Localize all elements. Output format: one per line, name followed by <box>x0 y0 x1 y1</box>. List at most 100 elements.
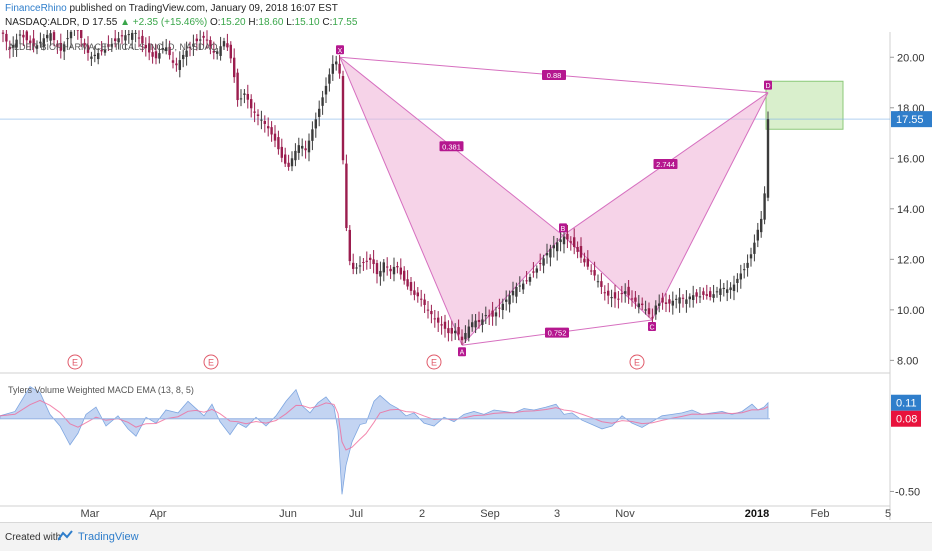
candle-body <box>338 63 341 74</box>
candle-body <box>702 291 705 295</box>
candle-body <box>171 60 175 63</box>
candle-body <box>437 317 440 323</box>
candle-body <box>525 280 528 282</box>
candle-body <box>188 46 192 48</box>
candle-body <box>175 63 178 66</box>
chart-grid <box>0 32 891 520</box>
candle-body <box>83 42 86 46</box>
candle-body <box>460 336 464 341</box>
candle-body <box>549 248 552 258</box>
candle-body <box>297 145 300 153</box>
candle-body <box>539 262 542 265</box>
candle-body <box>515 286 518 297</box>
price-tick-label: 20.00 <box>897 52 925 64</box>
candle-body <box>5 33 8 42</box>
candle-body <box>511 290 515 296</box>
candle-body <box>736 278 739 283</box>
candle-body <box>698 296 702 298</box>
earnings-icon <box>67 354 83 370</box>
candle-body <box>403 270 406 281</box>
ratio-label: 0.752 <box>548 329 567 338</box>
candle-body <box>182 54 185 60</box>
indicator-title: Tylers Volume Weighted MACD EMA (13, 8, … <box>8 385 194 395</box>
candle-body <box>641 303 644 306</box>
candle-body <box>284 154 287 164</box>
pattern-point-box <box>648 321 656 331</box>
candle-body <box>314 119 317 129</box>
candle-body <box>29 40 32 44</box>
candle-body <box>185 50 188 57</box>
candle-body <box>236 72 239 101</box>
pattern-point-box <box>336 45 344 55</box>
candle-body <box>426 309 430 311</box>
close-value: 17.55 <box>332 17 358 28</box>
candle-body <box>107 44 110 47</box>
candle-body <box>331 63 334 74</box>
publisher-name[interactable]: FinanceRhino <box>5 3 67 14</box>
candle-body <box>212 50 215 53</box>
tradingview-link[interactable]: TradingView <box>78 531 139 543</box>
candle-body <box>501 303 504 311</box>
chart-axes: 20.0018.0016.0014.0012.0010.008.00-0.50M… <box>81 52 932 520</box>
footer-bar: Created with TradingView <box>0 522 932 551</box>
candle-body <box>688 296 691 300</box>
harmonic-pattern[interactable] <box>339 56 769 346</box>
candle-body <box>379 270 382 277</box>
candle-body <box>644 309 647 311</box>
candle-body <box>141 35 144 44</box>
earnings-label: E <box>72 358 78 368</box>
candle-body <box>542 258 545 266</box>
candle-body <box>715 291 719 293</box>
candle-body <box>52 32 56 41</box>
candle-body <box>386 266 389 268</box>
candle-body <box>556 242 559 252</box>
candle-body <box>178 60 181 70</box>
candle-body <box>321 97 324 106</box>
candle-body <box>233 57 236 78</box>
candle-body <box>216 51 219 54</box>
earnings-label: E <box>431 358 437 368</box>
candle-body <box>423 299 426 305</box>
ratio-badge <box>542 69 566 80</box>
candle-body <box>46 34 49 39</box>
candle-body <box>270 127 273 135</box>
candle-body <box>488 315 491 317</box>
time-tick-label: Nov <box>615 508 635 520</box>
candle-body <box>457 327 460 335</box>
candle-body <box>161 47 164 50</box>
candle-body <box>229 44 232 59</box>
candle-body <box>301 145 304 149</box>
earnings-label: E <box>208 358 214 368</box>
candle-body <box>518 285 521 287</box>
macd-area <box>0 386 769 495</box>
candle-body <box>508 295 511 305</box>
candle-body <box>328 74 331 84</box>
candle-body <box>49 33 52 41</box>
candle-body <box>535 268 538 273</box>
candle-body <box>66 38 69 40</box>
earnings-label: E <box>634 358 640 368</box>
candle-body <box>678 297 681 304</box>
signal-value-label: 0.08 <box>896 414 917 426</box>
tradingview-logo-icon[interactable] <box>58 530 74 542</box>
candle-body <box>583 258 586 263</box>
candle-body <box>90 56 93 59</box>
signal-value-badge <box>891 410 921 427</box>
candle-body <box>127 34 130 36</box>
candle-body <box>579 246 583 258</box>
candle-body <box>15 39 18 48</box>
price-tick-label: 14.00 <box>897 204 925 216</box>
pattern-point-box <box>458 347 466 357</box>
high-value: 18.60 <box>258 17 284 28</box>
candle-body <box>243 93 246 95</box>
candle-body <box>168 46 171 56</box>
candle-body <box>528 277 532 282</box>
pattern-labels: X A B C D 0.381 0.752 2.744 0.88 <box>336 45 772 357</box>
candle-body <box>654 305 657 315</box>
candle-body <box>103 49 107 53</box>
candle-body <box>522 283 525 290</box>
candle-body <box>1 32 5 34</box>
candle-body <box>610 297 613 299</box>
candle-body <box>651 317 654 319</box>
